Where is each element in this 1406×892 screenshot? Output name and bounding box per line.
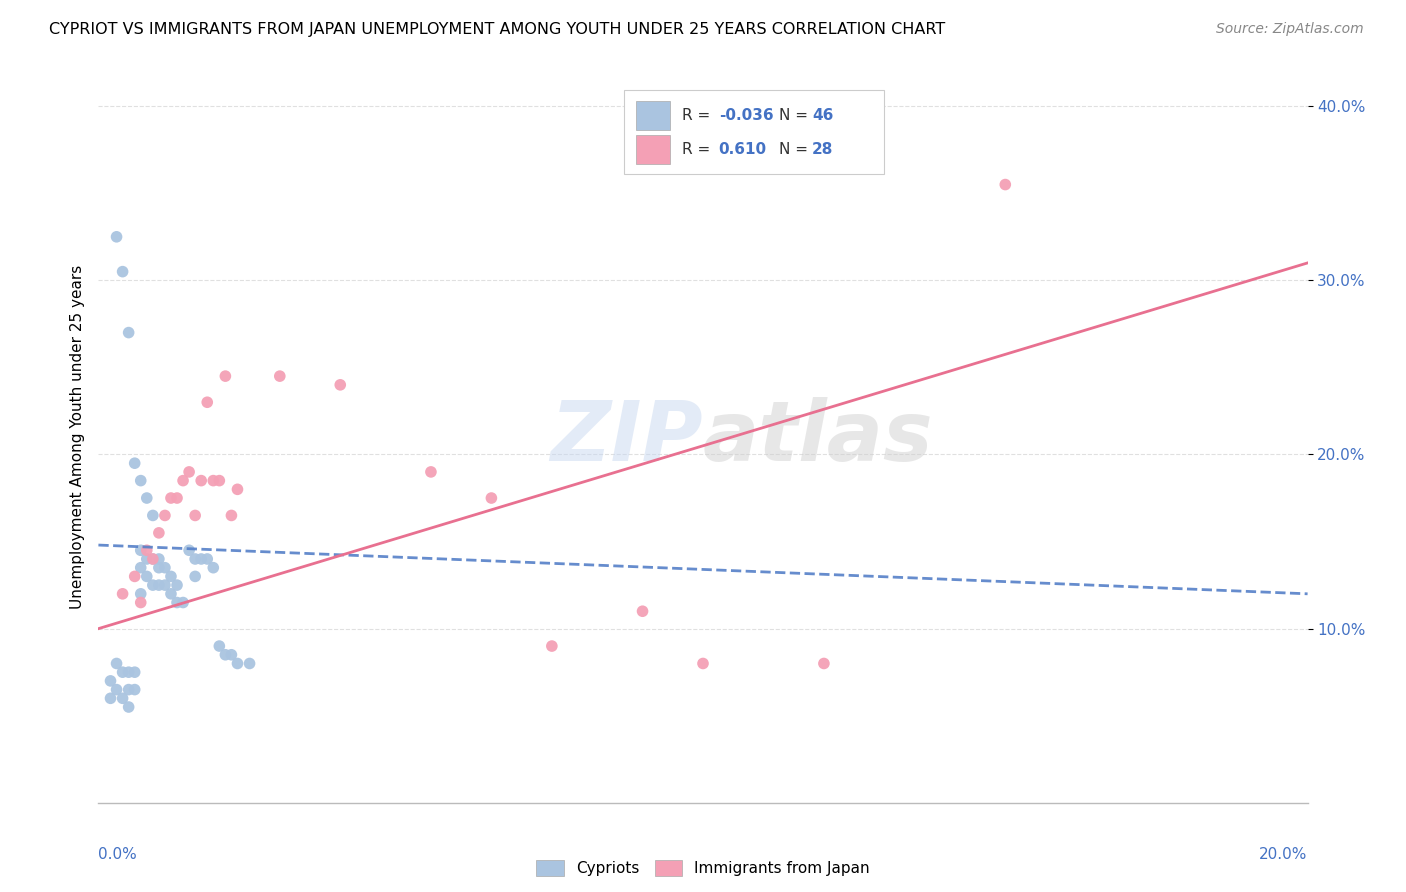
Text: -0.036: -0.036 bbox=[718, 108, 773, 123]
Point bbox=[111, 265, 134, 279]
Point bbox=[160, 569, 183, 583]
Point bbox=[129, 587, 152, 601]
Point bbox=[239, 657, 262, 671]
Point bbox=[221, 508, 243, 523]
Point bbox=[111, 691, 134, 706]
Point bbox=[184, 508, 207, 523]
Point bbox=[129, 474, 152, 488]
Point bbox=[160, 491, 183, 505]
Point bbox=[153, 508, 176, 523]
Text: 46: 46 bbox=[811, 108, 834, 123]
Bar bbox=[637, 135, 671, 164]
Point bbox=[481, 491, 503, 505]
Point bbox=[269, 369, 291, 384]
Point bbox=[105, 682, 128, 697]
Point bbox=[190, 474, 212, 488]
Point bbox=[100, 673, 122, 688]
Point bbox=[208, 639, 231, 653]
Point bbox=[172, 474, 194, 488]
Point bbox=[160, 587, 183, 601]
Point bbox=[124, 569, 146, 583]
Point bbox=[195, 395, 218, 409]
Point bbox=[129, 595, 152, 609]
Point bbox=[105, 229, 128, 244]
Point bbox=[153, 560, 176, 574]
Point bbox=[111, 665, 134, 680]
Point bbox=[124, 665, 146, 680]
Point bbox=[124, 456, 146, 470]
Point bbox=[202, 474, 225, 488]
Point bbox=[129, 543, 152, 558]
Point bbox=[129, 560, 152, 574]
Text: R =: R = bbox=[682, 142, 716, 157]
Text: CYPRIOT VS IMMIGRANTS FROM JAPAN UNEMPLOYMENT AMONG YOUTH UNDER 25 YEARS CORRELA: CYPRIOT VS IMMIGRANTS FROM JAPAN UNEMPLO… bbox=[49, 22, 945, 37]
Point bbox=[118, 700, 141, 714]
Point bbox=[135, 543, 157, 558]
Point bbox=[221, 648, 243, 662]
Point bbox=[100, 691, 122, 706]
Point bbox=[184, 552, 207, 566]
Point bbox=[813, 657, 835, 671]
Point bbox=[184, 569, 207, 583]
Point bbox=[118, 665, 141, 680]
Text: 0.0%: 0.0% bbox=[98, 847, 138, 862]
Text: N =: N = bbox=[779, 108, 813, 123]
Point bbox=[166, 578, 188, 592]
Text: Source: ZipAtlas.com: Source: ZipAtlas.com bbox=[1216, 22, 1364, 37]
Point bbox=[195, 552, 218, 566]
Text: atlas: atlas bbox=[703, 397, 934, 477]
Point bbox=[179, 465, 201, 479]
Point bbox=[179, 543, 201, 558]
Point bbox=[172, 595, 194, 609]
Point bbox=[111, 587, 134, 601]
Point bbox=[226, 657, 249, 671]
Point bbox=[148, 560, 170, 574]
Point bbox=[208, 474, 231, 488]
Bar bbox=[624, 90, 884, 174]
Point bbox=[329, 377, 352, 392]
Point bbox=[692, 657, 714, 671]
Text: R =: R = bbox=[682, 108, 716, 123]
Point bbox=[166, 491, 188, 505]
Point bbox=[420, 465, 443, 479]
Point bbox=[118, 326, 141, 340]
Point bbox=[135, 569, 157, 583]
Text: N =: N = bbox=[779, 142, 813, 157]
Point bbox=[142, 578, 165, 592]
Y-axis label: Unemployment Among Youth under 25 years: Unemployment Among Youth under 25 years bbox=[69, 265, 84, 609]
Point bbox=[166, 595, 188, 609]
Point bbox=[540, 639, 562, 653]
Point bbox=[142, 552, 165, 566]
Legend: Cypriots, Immigrants from Japan: Cypriots, Immigrants from Japan bbox=[530, 855, 876, 882]
Point bbox=[148, 578, 170, 592]
Point bbox=[124, 682, 146, 697]
Point bbox=[190, 552, 212, 566]
Point bbox=[153, 578, 176, 592]
Text: 20.0%: 20.0% bbox=[1260, 847, 1308, 862]
Point bbox=[135, 491, 157, 505]
Point bbox=[214, 648, 236, 662]
Point bbox=[226, 483, 249, 497]
Point bbox=[202, 560, 225, 574]
Point bbox=[142, 552, 165, 566]
Text: ZIP: ZIP bbox=[550, 397, 703, 477]
Point bbox=[105, 657, 128, 671]
Point bbox=[148, 552, 170, 566]
Point bbox=[994, 178, 1017, 192]
Point bbox=[118, 682, 141, 697]
Point bbox=[148, 525, 170, 540]
Text: 28: 28 bbox=[811, 142, 834, 157]
Text: 0.610: 0.610 bbox=[718, 142, 766, 157]
Point bbox=[142, 508, 165, 523]
Point bbox=[135, 552, 157, 566]
Bar bbox=[637, 101, 671, 130]
Point bbox=[214, 369, 236, 384]
Point bbox=[631, 604, 654, 618]
